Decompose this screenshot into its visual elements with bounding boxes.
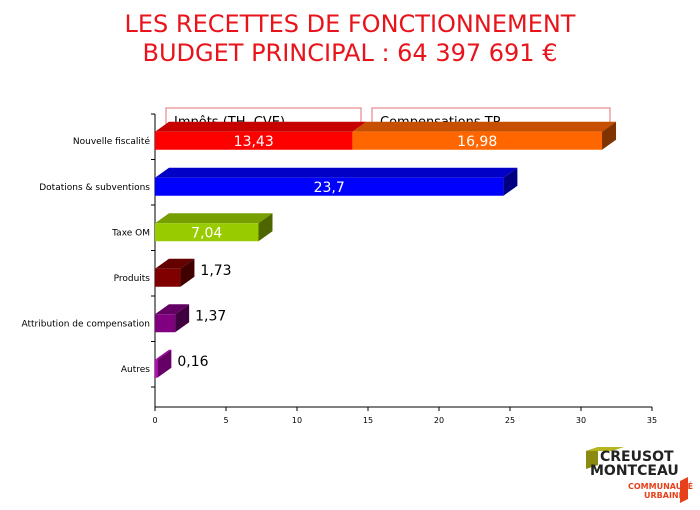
x-tick-label: 20 <box>434 416 444 425</box>
x-tick-label: 15 <box>363 416 373 425</box>
logo-text-2: MONTCEAU <box>590 463 679 479</box>
title-line-1: LES RECETTES DE FONCTIONNEMENT <box>124 10 576 38</box>
x-tick-label: 0 <box>152 416 157 425</box>
bar-side <box>258 213 273 242</box>
data-label: 7,04 <box>191 225 222 241</box>
category-label: Dotations & subventions <box>39 183 150 193</box>
data-label: 1,73 <box>200 263 231 279</box>
data-label: 16,98 <box>457 134 497 150</box>
category-label: Autres <box>121 365 150 375</box>
bar-side <box>180 258 195 287</box>
category-label: Attribution de compensation <box>21 319 150 329</box>
bar <box>155 223 259 242</box>
bar-side <box>503 167 518 196</box>
logo-text-1: CREUSOT <box>600 449 674 465</box>
bar-side <box>175 304 190 333</box>
x-tick-label: 5 <box>223 416 228 425</box>
bar <box>155 131 353 150</box>
logo-text-4: URBAINE <box>644 491 684 500</box>
data-label: 23,7 <box>314 180 345 196</box>
data-label: 13,43 <box>234 134 274 150</box>
x-tick-label: 30 <box>576 416 586 425</box>
category-label: Nouvelle fiscalité <box>73 136 151 147</box>
x-tick-label: 35 <box>647 416 657 425</box>
bar-top <box>155 121 367 132</box>
data-label: 0,16 <box>177 354 208 370</box>
bar-side <box>157 349 172 378</box>
category-label: Taxe OM <box>111 228 150 238</box>
bar-side <box>602 121 617 150</box>
x-tick-label: 10 <box>292 416 302 425</box>
creusot-montceau-logo: CREUSOT MONTCEAU COMMUNAUTÉ URBAINE <box>586 447 693 503</box>
bar <box>155 314 176 333</box>
chart-title: LES RECETTES DE FONCTIONNEMENT BUDGET PR… <box>0 10 700 68</box>
bar-top <box>155 167 518 178</box>
bar-top <box>155 349 172 360</box>
bar-top <box>155 258 195 269</box>
bar <box>155 359 158 378</box>
bar-top <box>155 304 190 315</box>
bar-top <box>155 213 273 224</box>
bar <box>352 131 603 150</box>
category-label: Produits <box>114 274 151 284</box>
logo-text-3: COMMUNAUTÉ <box>628 480 693 491</box>
title-line-2: BUDGET PRINCIPAL : 64 397 691 € <box>142 39 558 67</box>
bar <box>155 268 181 287</box>
bar <box>155 177 504 196</box>
data-label: 1,37 <box>195 308 226 324</box>
x-tick-label: 25 <box>505 416 515 425</box>
bar-top <box>352 121 617 132</box>
